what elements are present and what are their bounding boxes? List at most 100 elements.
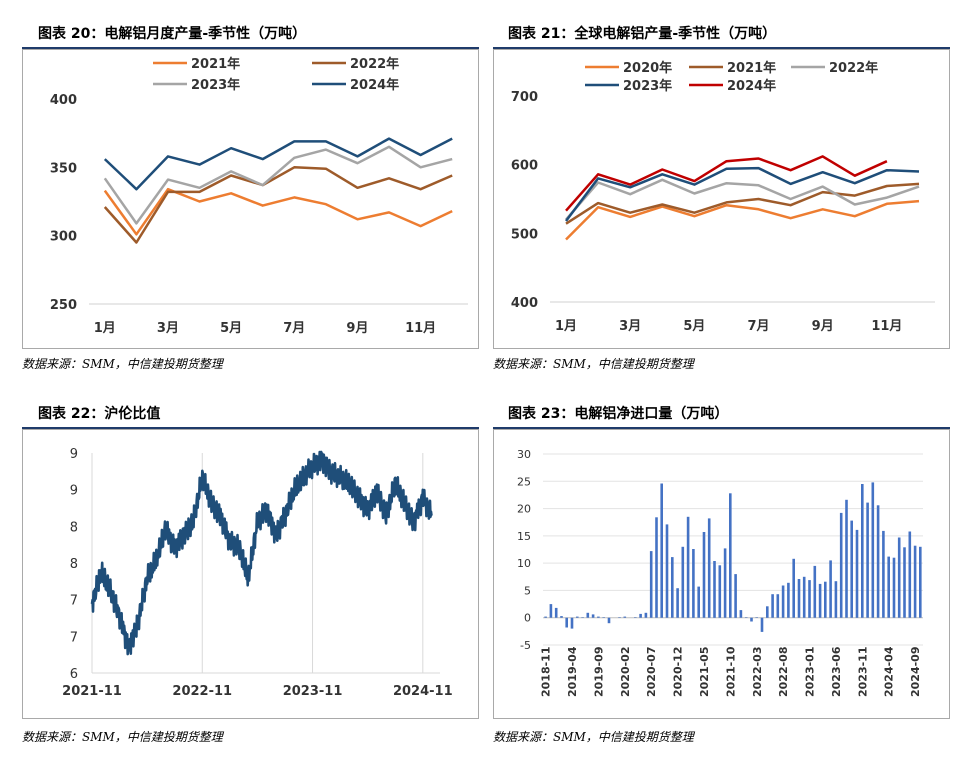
bar bbox=[623, 616, 627, 618]
source-note-4: 数据来源：SMM，中信建投期货整理 bbox=[493, 730, 694, 744]
y-tick-label: 9 bbox=[70, 484, 78, 499]
bar bbox=[919, 546, 922, 618]
y-tick-label: 400 bbox=[50, 93, 77, 108]
bar bbox=[676, 588, 679, 618]
x-tick-label: 7月 bbox=[748, 319, 770, 334]
title-underline-2 bbox=[493, 47, 950, 49]
bar bbox=[665, 524, 669, 618]
bar bbox=[766, 606, 769, 618]
bar bbox=[544, 616, 547, 618]
bar bbox=[913, 545, 917, 618]
series-line-2023年 bbox=[565, 166, 920, 222]
legend-label: 2023年 bbox=[623, 78, 672, 94]
legend-label: 2023年 bbox=[191, 77, 240, 93]
panel-title-4: 图表 23：电解铝净进口量（万吨） bbox=[508, 406, 729, 422]
chart-shfe-lme-ratio: 6 7 7 8 8 9 9 2021-11 2022-11 2023-11 2024-11 bbox=[62, 447, 453, 699]
y-tick-label: 350 bbox=[50, 161, 77, 176]
bar bbox=[771, 594, 774, 618]
y-tick-label: 400 bbox=[511, 296, 538, 311]
chart-frame-2 bbox=[493, 49, 950, 349]
y-tick-label: -5 bbox=[520, 639, 531, 652]
bar bbox=[560, 616, 563, 618]
bar bbox=[892, 557, 896, 618]
bar bbox=[634, 617, 637, 618]
source-note-1: 数据来源：SMM，中信建投期货整理 bbox=[22, 357, 223, 371]
bar bbox=[697, 586, 700, 618]
y-tick-label: 8 bbox=[70, 520, 78, 535]
x-tick-label: 7月 bbox=[283, 321, 305, 336]
y-tick-label: 0 bbox=[524, 612, 531, 625]
y-tick-label: 9 bbox=[70, 447, 78, 462]
title-underline-1 bbox=[22, 47, 479, 49]
bar bbox=[871, 482, 875, 618]
x-tick-label: 5月 bbox=[683, 319, 705, 334]
x-tick-label: 2020-02 bbox=[619, 647, 632, 698]
series-line-2021年 bbox=[565, 182, 920, 225]
x-tick-label: 2020-07 bbox=[645, 647, 658, 698]
bar bbox=[549, 604, 553, 618]
bar bbox=[686, 516, 690, 618]
bar bbox=[586, 612, 590, 618]
bar bbox=[729, 493, 732, 618]
x-tick-label: 2020-12 bbox=[672, 647, 685, 698]
bar bbox=[618, 617, 621, 618]
bar bbox=[644, 612, 648, 618]
y-tick-label: 300 bbox=[50, 230, 77, 245]
x-tick-label: 2023-01 bbox=[804, 647, 817, 698]
y-tick-label: 600 bbox=[511, 159, 538, 174]
x-tick-label: 3月 bbox=[157, 321, 179, 336]
x-tick-label: 2022-11 bbox=[172, 684, 232, 699]
panel-title-2: 图表 21：全球电解铝产量-季节性（万吨） bbox=[508, 26, 777, 42]
bar bbox=[829, 560, 832, 618]
bar bbox=[813, 565, 817, 618]
x-tick-label: 2023-11 bbox=[283, 684, 343, 699]
legend-label: 2022年 bbox=[350, 56, 399, 72]
bar bbox=[602, 617, 605, 618]
bar bbox=[649, 551, 653, 618]
legend-label: 2021年 bbox=[727, 60, 776, 76]
bar bbox=[876, 505, 880, 618]
panel-title-1: 图表 20：电解铝月度产量-季节性（万吨） bbox=[38, 26, 307, 42]
y-tick-label: 7 bbox=[70, 594, 78, 609]
x-tick-label: 2024-11 bbox=[393, 684, 453, 699]
y-tick-label: 25 bbox=[517, 475, 531, 488]
bar bbox=[882, 530, 885, 618]
x-tick-label: 2021-11 bbox=[62, 684, 122, 699]
bar bbox=[824, 581, 827, 618]
bar bbox=[855, 529, 859, 618]
bar bbox=[734, 574, 737, 618]
x-tick-label: 2024-04 bbox=[883, 646, 896, 697]
chart-net-imports: -5 0 5 10 15 20 25 30 2018-11 2019-04 2019-09 2020-… bbox=[517, 448, 923, 698]
legend-label: 2024年 bbox=[727, 78, 776, 94]
title-underline-3 bbox=[22, 427, 479, 429]
y-tick-label: 700 bbox=[511, 90, 538, 105]
x-tick-label: 2018-11 bbox=[540, 647, 553, 698]
x-tick-label: 2023-11 bbox=[856, 647, 869, 698]
bar bbox=[866, 502, 869, 618]
title-underline-4 bbox=[493, 427, 950, 429]
x-tick-label: 11月 bbox=[871, 319, 902, 334]
x-tick-label: 2022-08 bbox=[777, 647, 790, 698]
source-note-3: 数据来源：SMM，中信建投期货整理 bbox=[22, 730, 223, 744]
bar bbox=[565, 617, 568, 628]
series-line-2023年 bbox=[103, 145, 453, 225]
bar bbox=[908, 531, 912, 618]
bar bbox=[839, 512, 843, 618]
bar bbox=[845, 499, 848, 618]
bar bbox=[834, 581, 838, 618]
bar bbox=[818, 583, 822, 618]
panel-title-3: 图表 22：沪伦比值 bbox=[38, 406, 161, 422]
bar bbox=[576, 616, 579, 618]
bar bbox=[808, 580, 811, 618]
x-tick-label: 2021-05 bbox=[698, 647, 711, 698]
bar bbox=[718, 565, 722, 618]
y-tick-label: 8 bbox=[70, 557, 78, 572]
y-tick-label: 5 bbox=[524, 584, 531, 597]
y-tick-label: 30 bbox=[517, 448, 531, 461]
bar bbox=[607, 617, 611, 624]
x-tick-label: 1月 bbox=[94, 321, 116, 336]
series-line-2024年 bbox=[103, 137, 453, 191]
bar bbox=[713, 561, 716, 618]
bar bbox=[744, 617, 748, 618]
bar bbox=[655, 517, 658, 618]
